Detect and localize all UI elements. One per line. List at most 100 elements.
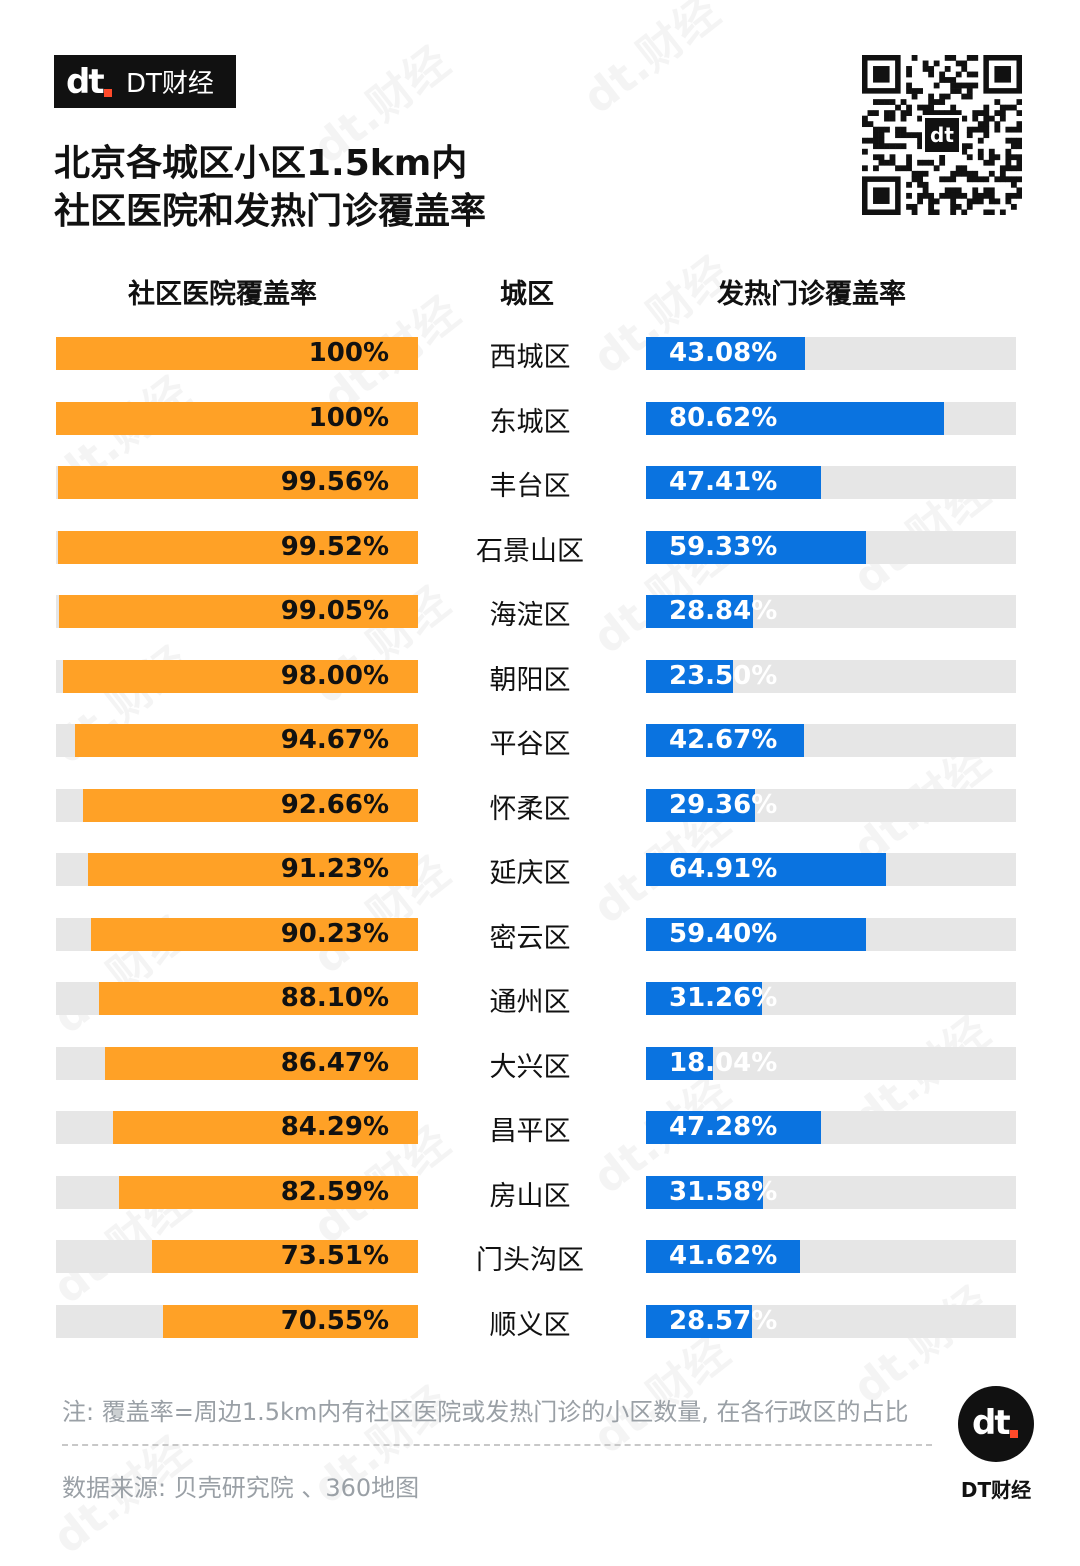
- fever-clinic-track: [646, 531, 1016, 564]
- fever-clinic-value: 28.84%: [669, 596, 778, 626]
- fever-clinic-track: [646, 789, 1016, 822]
- community-hospital-track: [56, 466, 418, 499]
- header-district: 城区: [500, 279, 554, 310]
- fever-clinic-bar: [646, 466, 822, 499]
- district-label: 石景山区: [476, 536, 584, 567]
- community-hospital-track: [56, 982, 418, 1015]
- fever-clinic-track: [646, 724, 1016, 757]
- fever-clinic-track: [646, 660, 1016, 693]
- fever-clinic-value: 31.26%: [669, 983, 778, 1013]
- fever-clinic-value: 28.57%: [669, 1306, 778, 1336]
- header-community-hospital: 社区医院覆盖率: [128, 279, 317, 310]
- fever-clinic-value: 59.33%: [669, 532, 778, 562]
- footnote: 注: 覆盖率=周边1.5km内有社区医院或发热门诊的小区数量, 在各行政区的占比: [62, 1398, 909, 1426]
- community-hospital-track: [56, 1176, 418, 1209]
- community-hospital-bar: [162, 1305, 418, 1338]
- fever-clinic-bar: [646, 853, 887, 886]
- data-source: 数据来源: 贝壳研究院 、360地图: [62, 1474, 420, 1502]
- fever-clinic-bar: [646, 1176, 763, 1209]
- community-hospital-bar: [151, 1240, 418, 1273]
- fever-clinic-bar: [646, 531, 866, 564]
- fever-clinic-bar: [646, 1240, 800, 1273]
- district-label: 东城区: [489, 407, 571, 438]
- title-line-1: 北京各城区小区1.5km内: [54, 143, 468, 184]
- district-label: 怀柔区: [489, 794, 571, 825]
- fever-clinic-bar: [646, 982, 762, 1015]
- community-hospital-track: [56, 853, 418, 886]
- district-label: 大兴区: [489, 1052, 571, 1083]
- fever-clinic-track: [646, 853, 1016, 886]
- community-hospital-track: [56, 660, 418, 693]
- brand-name: DT财经: [126, 69, 214, 99]
- logo-caption: DT财经: [960, 1478, 1032, 1502]
- title-line-2: 社区医院和发热门诊覆盖率: [54, 191, 487, 232]
- community-hospital-bar: [112, 1111, 418, 1144]
- dt-circle-logo-icon: dt: [958, 1386, 1034, 1462]
- community-hospital-track: [56, 402, 418, 435]
- community-hospital-value: 88.10%: [280, 983, 389, 1013]
- district-label: 密云区: [489, 923, 571, 954]
- community-hospital-value: 100%: [308, 403, 389, 433]
- community-hospital-value: 94.67%: [280, 725, 389, 755]
- community-hospital-bar: [104, 1047, 418, 1080]
- fever-clinic-track: [646, 982, 1016, 1015]
- community-hospital-bar: [57, 531, 418, 564]
- district-label: 西城区: [489, 342, 571, 373]
- community-hospital-value: 82.59%: [280, 1177, 389, 1207]
- fever-clinic-bar: [646, 789, 755, 822]
- divider: [62, 1444, 932, 1446]
- district-label: 门头沟区: [476, 1245, 584, 1276]
- district-label: 延庆区: [489, 858, 571, 889]
- community-hospital-bar: [57, 466, 418, 499]
- district-label: 平谷区: [489, 729, 571, 760]
- fever-clinic-bar: [646, 595, 753, 628]
- community-hospital-bar: [91, 918, 418, 951]
- dt-logo-icon: dt: [66, 65, 112, 99]
- community-hospital-bar: [75, 724, 418, 757]
- fever-clinic-bar: [646, 1305, 752, 1338]
- fever-clinic-value: 47.28%: [669, 1112, 778, 1142]
- fever-clinic-track: [646, 1111, 1016, 1144]
- community-hospital-track: [56, 1111, 418, 1144]
- page-title: 北京各城区小区1.5km内 社区医院和发热门诊覆盖率: [54, 140, 694, 236]
- fever-clinic-bar: [646, 1111, 821, 1144]
- fever-clinic-bar: [646, 402, 945, 435]
- community-hospital-bar: [59, 595, 418, 628]
- community-hospital-bar: [119, 1176, 418, 1209]
- community-hospital-track: [56, 595, 418, 628]
- fever-clinic-value: 29.36%: [669, 790, 778, 820]
- community-hospital-value: 90.23%: [280, 919, 389, 949]
- fever-clinic-value: 42.67%: [669, 725, 778, 755]
- district-label: 房山区: [489, 1181, 571, 1212]
- community-hospital-value: 86.47%: [280, 1048, 389, 1078]
- community-hospital-bar: [99, 982, 418, 1015]
- community-hospital-value: 98.00%: [280, 661, 389, 691]
- community-hospital-value: 84.29%: [280, 1112, 389, 1142]
- community-hospital-value: 100%: [308, 338, 389, 368]
- community-hospital-track: [56, 1305, 418, 1338]
- district-label: 海淀区: [489, 600, 571, 631]
- fever-clinic-value: 18.04%: [669, 1048, 778, 1078]
- fever-clinic-track: [646, 402, 1016, 435]
- fever-clinic-bar: [646, 660, 733, 693]
- fever-clinic-value: 80.62%: [669, 403, 778, 433]
- community-hospital-track: [56, 918, 418, 951]
- community-hospital-value: 99.52%: [280, 532, 389, 562]
- fever-clinic-value: 41.62%: [669, 1241, 778, 1271]
- community-hospital-value: 99.56%: [280, 467, 389, 497]
- fever-clinic-track: [646, 337, 1016, 370]
- fever-clinic-bar: [646, 1047, 713, 1080]
- community-hospital-track: [56, 531, 418, 564]
- district-label: 朝阳区: [489, 665, 571, 696]
- fever-clinic-track: [646, 1176, 1016, 1209]
- community-hospital-bar: [87, 853, 418, 886]
- community-hospital-track: [56, 724, 418, 757]
- header-fever-clinic: 发热门诊覆盖率: [717, 279, 906, 310]
- community-hospital-track: [56, 1240, 418, 1273]
- community-hospital-track: [56, 1047, 418, 1080]
- fever-clinic-value: 23.50%: [669, 661, 778, 691]
- fever-clinic-value: 47.41%: [669, 467, 778, 497]
- fever-clinic-track: [646, 918, 1016, 951]
- fever-clinic-track: [646, 466, 1016, 499]
- community-hospital-bar: [63, 660, 418, 693]
